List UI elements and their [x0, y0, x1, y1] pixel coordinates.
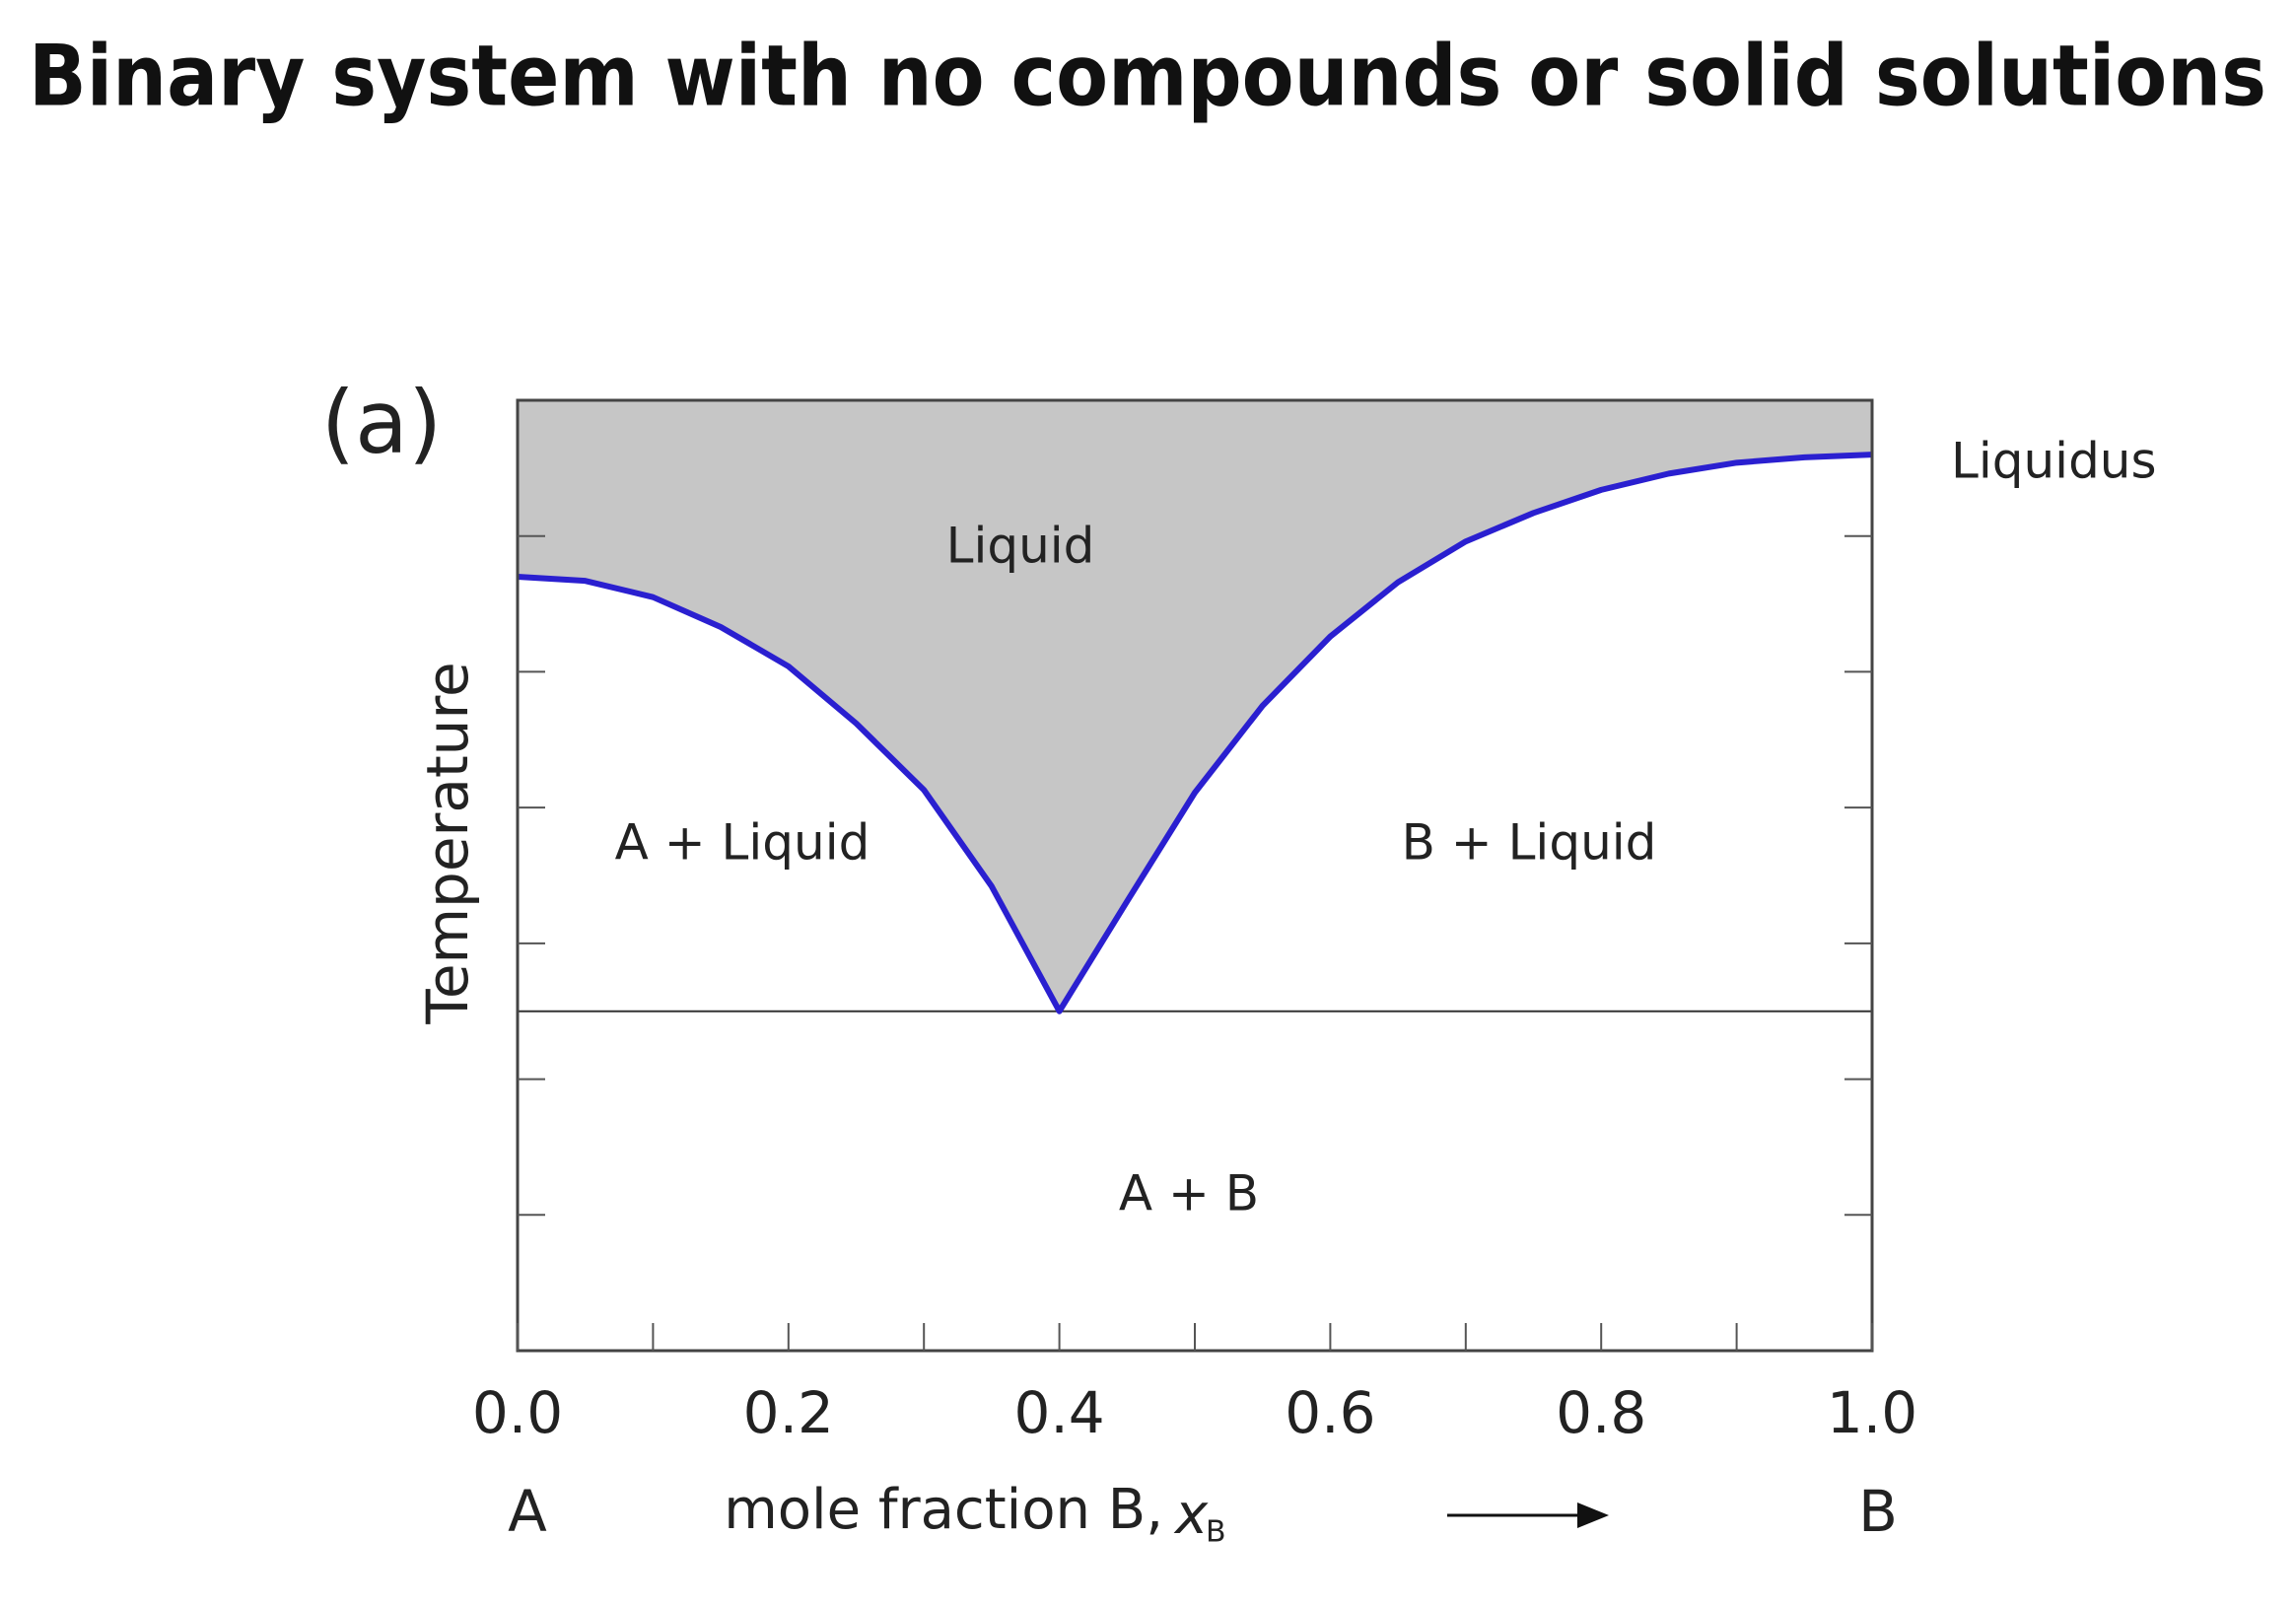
x-tick-label: 0.6 — [1285, 1379, 1375, 1446]
series-label: Liquidus — [1951, 433, 2157, 490]
liquidus-line — [517, 452, 1873, 1014]
region-label: B + Liquid — [1402, 814, 1657, 872]
x-tick-label: 1.0 — [1827, 1379, 1917, 1446]
x-tick-label: 0.0 — [472, 1379, 563, 1446]
x-axis-symbol: x — [1173, 1483, 1209, 1547]
region-label: Liquid — [946, 518, 1095, 575]
region-label: A + B — [1119, 1165, 1259, 1223]
x-end-label: A — [508, 1478, 547, 1545]
x-tick-label: 0.4 — [1013, 1379, 1104, 1446]
region-label: A + Liquid — [615, 814, 870, 872]
panel-label: (a) — [321, 372, 443, 473]
x-tick-label: 0.2 — [743, 1379, 834, 1446]
x-end-label: B — [1858, 1478, 1898, 1545]
arrow-head — [1577, 1502, 1609, 1528]
liquid-region — [518, 400, 1872, 1012]
chart-title: Binary system with no compounds or solid… — [29, 27, 2266, 125]
x-axis-label: mole fraction B, — [724, 1478, 1163, 1542]
y-axis-label: Temperature — [414, 662, 481, 1024]
x-axis-subscript: B — [1206, 1515, 1226, 1550]
x-tick-label: 0.8 — [1556, 1379, 1646, 1446]
